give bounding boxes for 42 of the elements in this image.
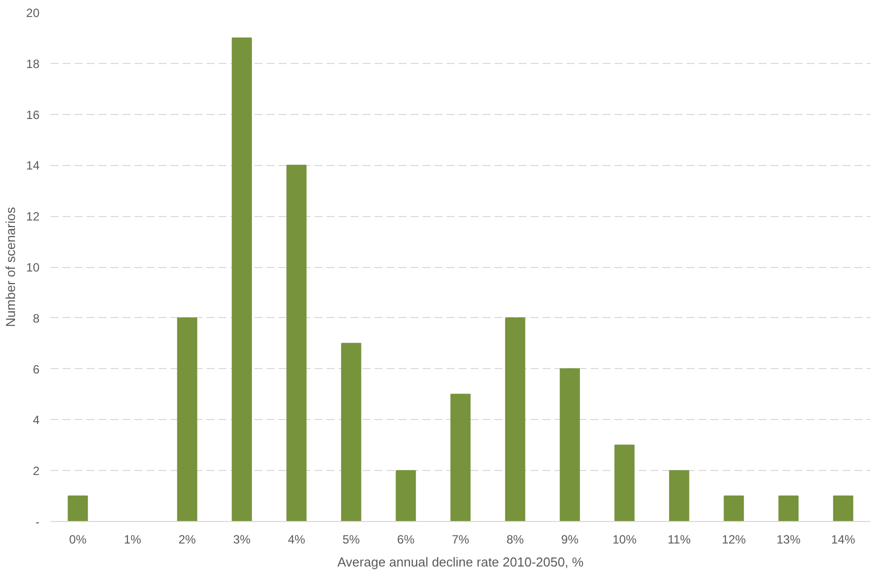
x-tick-label: 5% [342, 532, 360, 546]
bar [833, 496, 854, 522]
bar [68, 496, 88, 522]
x-axis-title: Average annual decline rate 2010-2050, % [337, 554, 584, 570]
y-tick-label: - [36, 515, 40, 529]
y-tick-label: 14 [26, 158, 40, 173]
y-tick-label: 4 [32, 413, 40, 428]
bar [724, 496, 744, 522]
y-tick-label: 16 [26, 108, 40, 122]
x-tick-label: 4% [288, 532, 306, 546]
y-tick-label: 18 [26, 56, 40, 71]
bar [396, 470, 416, 522]
y-tick-label: 12 [26, 210, 40, 224]
x-tick-label: 1% [124, 532, 142, 546]
y-tick-label: 10 [26, 260, 40, 274]
y-tick-label: 20 [26, 6, 40, 20]
bar [286, 164, 307, 522]
y-tick-label: 2 [32, 464, 40, 478]
x-tick-label: 11% [668, 532, 692, 546]
x-tick-label: 10% [612, 532, 637, 546]
y-tick-label: 6 [32, 362, 40, 376]
x-tick-label: 0% [69, 532, 87, 546]
bar [505, 317, 526, 522]
x-tick-label: 7% [452, 532, 470, 546]
bar [177, 317, 198, 522]
x-tick-label: 2% [178, 532, 196, 546]
y-tick-label: 8 [32, 311, 40, 326]
x-tick-label: 6% [397, 532, 415, 546]
x-tick-label: 9% [561, 532, 579, 546]
y-axis-title: Number of scenarios [3, 206, 18, 327]
bar [341, 342, 362, 522]
bar [669, 470, 690, 522]
bar [232, 37, 252, 522]
bar [614, 444, 635, 522]
x-tick-label: 14% [831, 532, 856, 546]
x-tick-label: 8% [506, 532, 524, 546]
x-tick-label: 3% [233, 532, 251, 546]
x-tick-label: 12% [722, 532, 746, 546]
bar [450, 394, 471, 522]
bar [560, 368, 580, 522]
x-tick-label: 13% [776, 532, 801, 546]
bar [778, 496, 799, 522]
